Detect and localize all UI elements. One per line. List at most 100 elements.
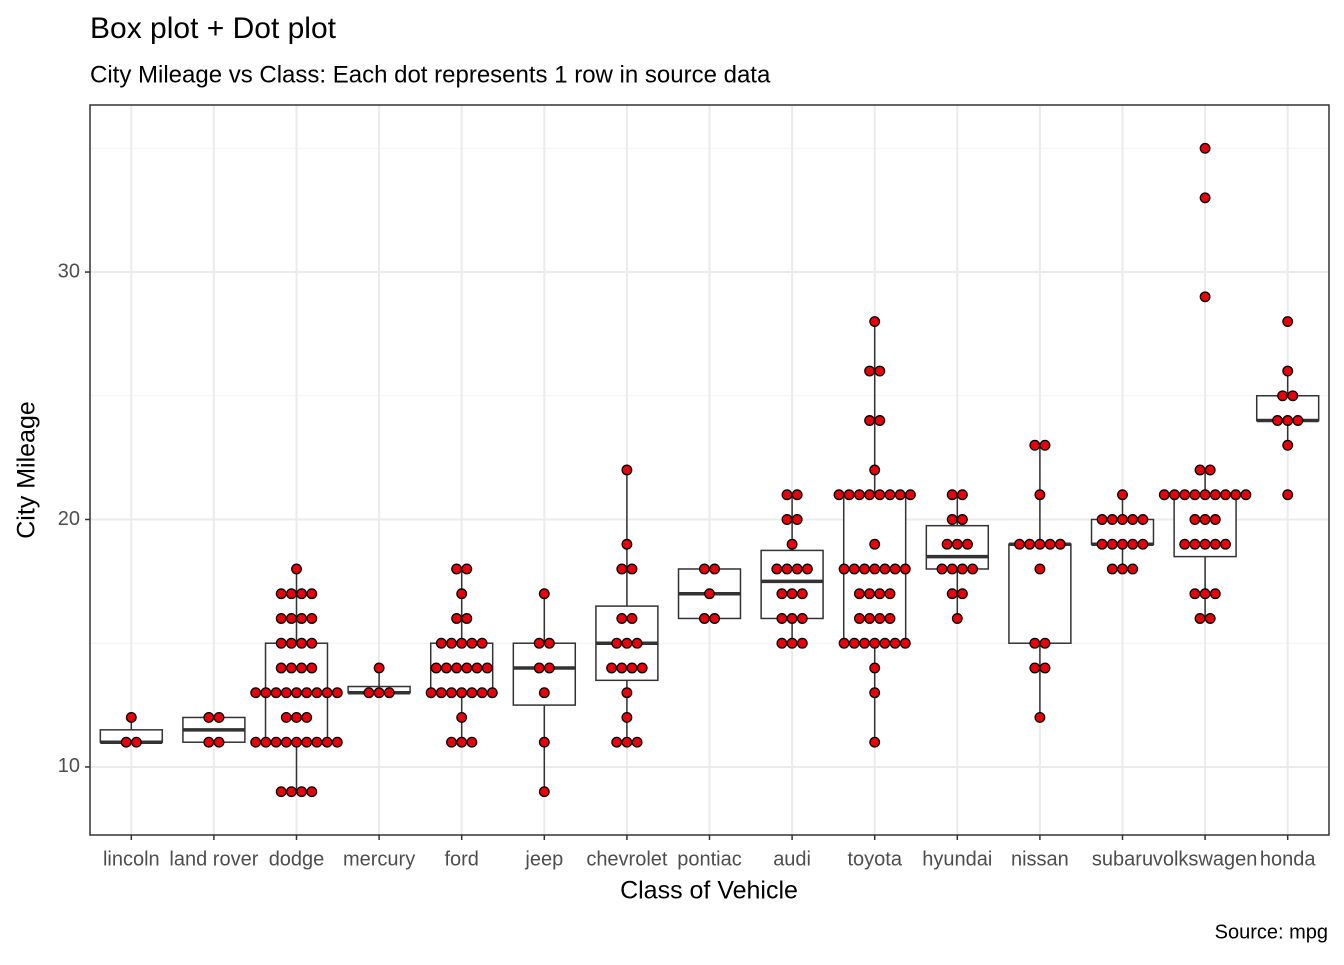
dot [1209,538,1221,550]
x-tick-label: volkswagen [1153,848,1258,870]
dot [538,588,550,600]
dot [306,786,318,798]
dot [626,563,638,575]
dot [616,613,628,624]
dot [636,662,648,674]
dot [1039,637,1051,649]
dot [1209,489,1221,501]
dot [461,613,473,624]
dot [275,786,287,798]
dot [275,662,287,674]
dot [461,662,473,674]
dot [853,588,865,600]
dot [621,736,633,748]
dot [1117,563,1128,575]
dot [884,588,896,600]
dot [296,588,308,600]
y-axis-label: City Mileage [13,401,41,539]
chart-title: Box plot + Dot plot [90,12,337,45]
dot [833,489,845,501]
dot [951,538,963,550]
dot [1137,538,1149,550]
dot [203,712,215,723]
dot [1117,538,1128,550]
dot [280,736,292,748]
dot [864,415,876,426]
dot [967,563,979,575]
dot [1204,613,1216,624]
dot [874,588,886,600]
dot [373,687,385,699]
dot [1199,538,1211,550]
dot [1158,489,1170,501]
dot [1117,514,1128,525]
dot [1189,588,1201,600]
dot [1209,514,1221,525]
x-tick-label: toyota [847,848,902,870]
dot [848,637,860,649]
dot [306,613,318,624]
x-tick-label: lincoln [103,848,160,870]
dot [956,563,968,575]
dot [456,637,468,649]
dot [698,613,710,624]
dot [899,637,911,649]
dot [1127,514,1139,525]
dot [451,563,463,575]
dot [904,489,916,501]
dot [864,613,876,624]
dot [869,687,881,699]
dot [275,588,287,600]
dot [125,712,137,723]
dot [869,538,881,550]
dot [1199,588,1211,600]
dot [291,736,302,748]
x-tick-label: hyundai [922,848,992,870]
dot [1034,538,1046,550]
dot [285,613,297,624]
dot [1220,489,1231,501]
dot [962,538,973,550]
dot [884,613,896,624]
dot [486,687,498,699]
x-tick-label: nissan [1011,848,1069,870]
dot [250,736,262,748]
dot [446,637,457,649]
dot [1044,538,1056,550]
dot [869,316,881,327]
dot [796,613,808,624]
dot [874,415,886,426]
dot [1194,464,1206,476]
dot [280,687,292,699]
dot [1292,415,1304,426]
dot [1039,662,1051,674]
dot [425,687,437,699]
dot [611,736,623,748]
x-tick-label: land rover [169,848,258,870]
dot [466,637,478,649]
dot [791,514,803,525]
dot [275,637,287,649]
dot [791,489,803,501]
dot [538,736,550,748]
dot [373,662,385,674]
dot [884,489,896,501]
dot [838,637,850,649]
dot [213,736,225,748]
dot [1277,390,1289,402]
dot [1282,316,1294,327]
dot [899,563,911,575]
dot [859,637,870,649]
dot [296,613,308,624]
dot [275,613,287,624]
dot [533,662,545,674]
dot [1199,142,1211,154]
dot [1220,538,1231,550]
dot [631,637,643,649]
dot [704,588,715,600]
dot [440,662,452,674]
dot [848,563,860,575]
dot [456,712,468,723]
dot [260,736,272,748]
dot [1179,538,1191,550]
